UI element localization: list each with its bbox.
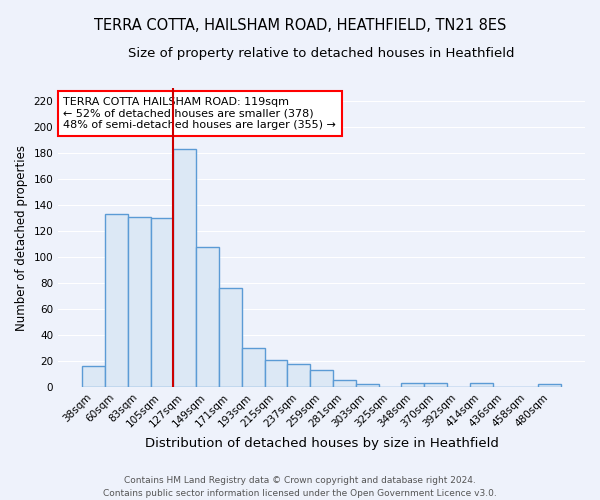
X-axis label: Distribution of detached houses by size in Heathfield: Distribution of detached houses by size … [145, 437, 499, 450]
Bar [356, 384, 379, 387]
Title: Size of property relative to detached houses in Heathfield: Size of property relative to detached ho… [128, 48, 515, 60]
Bar [173, 149, 196, 387]
Bar [401, 383, 424, 387]
Bar [310, 370, 333, 387]
Bar [242, 348, 265, 387]
Bar [196, 246, 219, 387]
Bar [151, 218, 173, 387]
Text: Contains HM Land Registry data © Crown copyright and database right 2024.
Contai: Contains HM Land Registry data © Crown c… [103, 476, 497, 498]
Y-axis label: Number of detached properties: Number of detached properties [15, 144, 28, 330]
Text: TERRA COTTA, HAILSHAM ROAD, HEATHFIELD, TN21 8ES: TERRA COTTA, HAILSHAM ROAD, HEATHFIELD, … [94, 18, 506, 32]
Bar [470, 383, 493, 387]
Bar [105, 214, 128, 387]
Bar [82, 366, 105, 387]
Bar [538, 384, 561, 387]
Bar [128, 216, 151, 387]
Bar [424, 383, 447, 387]
Bar [333, 380, 356, 387]
Bar [219, 288, 242, 387]
Bar [287, 364, 310, 387]
Text: TERRA COTTA HAILSHAM ROAD: 119sqm
← 52% of detached houses are smaller (378)
48%: TERRA COTTA HAILSHAM ROAD: 119sqm ← 52% … [64, 97, 337, 130]
Bar [265, 360, 287, 387]
